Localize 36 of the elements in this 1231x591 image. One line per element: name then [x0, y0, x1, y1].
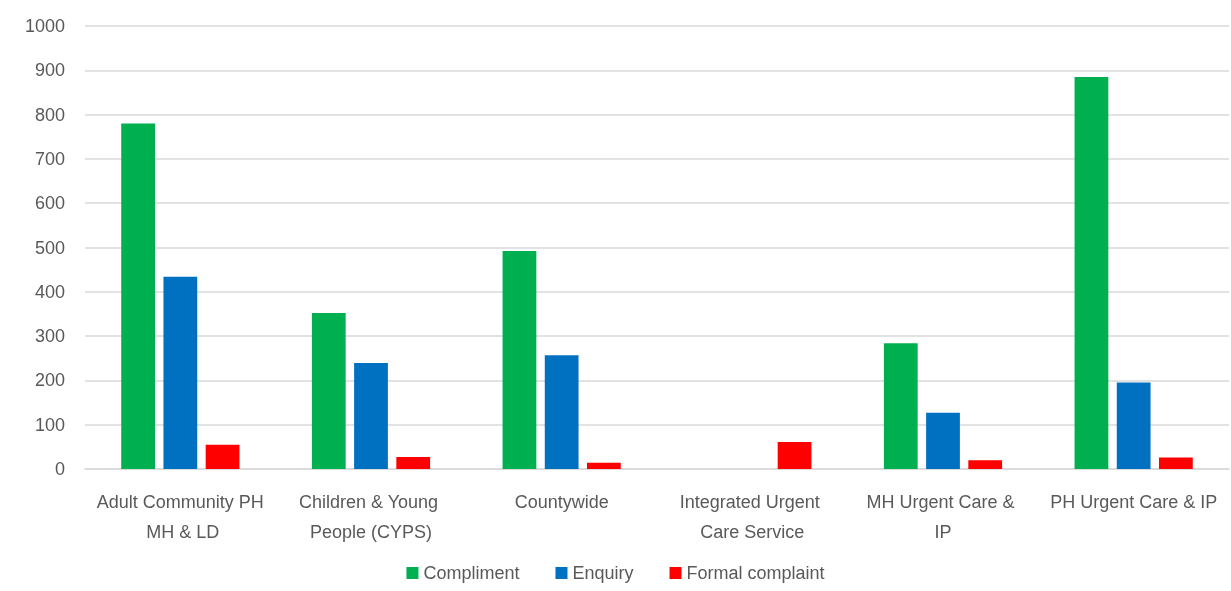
bar — [396, 457, 431, 469]
y-tick-label: 200 — [34, 370, 65, 391]
y-tick-label: 500 — [34, 237, 65, 258]
bar — [502, 251, 537, 469]
x-tick-label: PH Urgent Care & IP — [1050, 492, 1218, 512]
y-tick-label: 1000 — [24, 16, 65, 36]
y-tick-label: 900 — [34, 60, 65, 81]
bar — [587, 462, 621, 469]
bar — [163, 276, 198, 469]
y-tick-label: 800 — [34, 104, 65, 125]
bar — [777, 441, 812, 469]
bar — [311, 313, 346, 469]
legend-label: Formal complaint — [686, 563, 825, 583]
x-tick-label: Countywide — [514, 492, 609, 512]
y-tick-label: 300 — [34, 326, 65, 347]
x-tick-label: Adult Community PH MH & LD — [96, 492, 264, 542]
y-tick-label: 400 — [34, 281, 65, 302]
x-tick-label: Children & Young People (CYPS) — [298, 492, 444, 542]
bar — [1116, 382, 1151, 469]
y-tick-label: 100 — [34, 414, 65, 435]
bar — [205, 444, 240, 469]
bar — [926, 412, 960, 469]
bar — [121, 123, 155, 469]
bar — [544, 355, 579, 469]
x-tick-label: Integrated Urgent Care Service — [679, 492, 825, 542]
y-tick-label: 0 — [54, 459, 65, 479]
bar — [1159, 457, 1193, 469]
bar — [354, 363, 388, 469]
bar — [1074, 76, 1109, 469]
x-tick-label: MH Urgent Care & IP — [866, 492, 1020, 542]
legend-label: Compliment — [423, 563, 520, 583]
legend-label: Enquiry — [572, 563, 634, 583]
y-tick-label: 700 — [34, 148, 65, 169]
y-tick-label: 600 — [34, 193, 65, 214]
bar — [968, 460, 1003, 469]
bar — [883, 343, 918, 469]
